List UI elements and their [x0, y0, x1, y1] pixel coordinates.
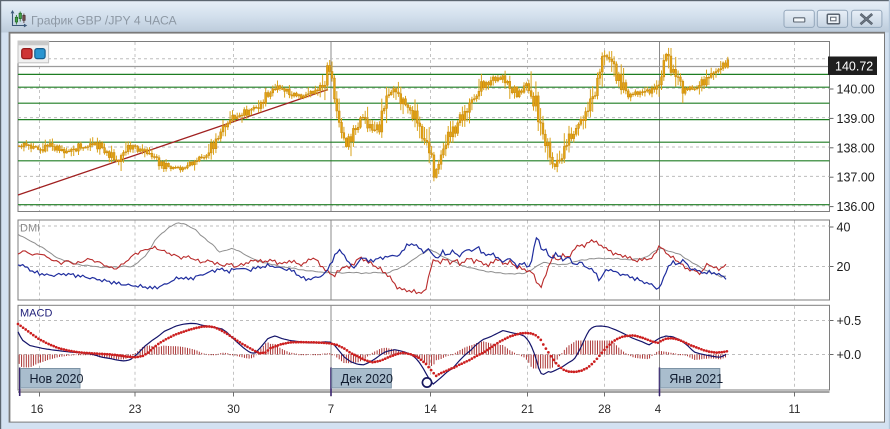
svg-text:Дек 2020: Дек 2020: [341, 372, 393, 386]
svg-text:+0.5: +0.5: [837, 314, 862, 328]
svg-text:138.00: 138.00: [837, 141, 875, 155]
svg-text:137.00: 137.00: [837, 171, 875, 185]
svg-text:+0.0: +0.0: [837, 348, 862, 362]
svg-text:14: 14: [424, 404, 437, 416]
svg-text:7: 7: [328, 404, 334, 416]
svg-text:23: 23: [129, 404, 142, 416]
svg-text:DMI: DMI: [20, 223, 40, 235]
svg-text:MACD: MACD: [20, 308, 52, 320]
svg-text:Янв 2021: Янв 2021: [669, 372, 723, 386]
svg-text:28: 28: [598, 404, 611, 416]
svg-text:139.00: 139.00: [837, 112, 875, 126]
svg-text:16: 16: [31, 404, 44, 416]
svg-text:20: 20: [837, 260, 851, 274]
svg-text:30: 30: [227, 404, 240, 416]
svg-text:11: 11: [789, 404, 801, 416]
svg-text:140.00: 140.00: [837, 83, 875, 97]
svg-text:140.72: 140.72: [835, 60, 873, 74]
svg-text:График GBP /JPY 4 ЧАСА: График GBP /JPY 4 ЧАСА: [31, 14, 178, 28]
svg-text:40: 40: [837, 221, 851, 235]
svg-text:Нов 2020: Нов 2020: [30, 372, 84, 386]
svg-text:4: 4: [655, 404, 662, 416]
svg-text:136.00: 136.00: [837, 200, 875, 214]
svg-text:21: 21: [521, 404, 534, 416]
